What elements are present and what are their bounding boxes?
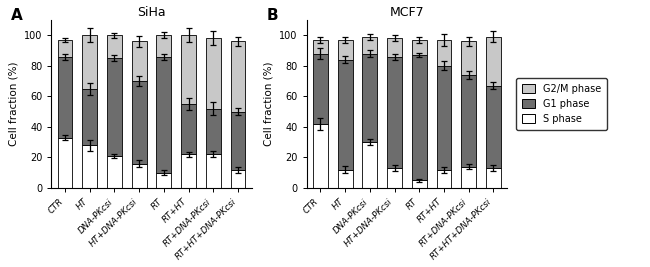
Bar [437, 40, 451, 66]
Bar [231, 112, 246, 170]
Bar [181, 154, 196, 188]
Title: MCF7: MCF7 [389, 6, 424, 19]
Bar [58, 57, 72, 138]
Bar [83, 89, 97, 145]
Bar [338, 170, 352, 188]
Bar [157, 35, 171, 57]
Bar [83, 145, 97, 188]
Bar [412, 55, 426, 180]
Bar [132, 41, 146, 81]
Bar [313, 124, 328, 188]
Bar [313, 40, 328, 54]
Bar [387, 168, 402, 188]
Bar [437, 170, 451, 188]
Bar [462, 75, 476, 167]
Bar [486, 86, 500, 168]
Bar [58, 138, 72, 188]
Legend: G2/M phase, G1 phase, S phase: G2/M phase, G1 phase, S phase [516, 78, 607, 130]
Bar [412, 180, 426, 188]
Bar [206, 38, 220, 109]
Bar [486, 37, 500, 86]
Bar [462, 167, 476, 188]
Bar [107, 58, 122, 156]
Bar [363, 54, 377, 142]
Bar [462, 41, 476, 75]
Bar [132, 164, 146, 188]
Bar [363, 37, 377, 54]
Bar [206, 109, 220, 154]
Bar [132, 81, 146, 164]
Bar [157, 173, 171, 188]
Bar [486, 168, 500, 188]
Bar [231, 170, 246, 188]
Bar [338, 60, 352, 170]
Bar [157, 57, 171, 173]
Bar [181, 35, 196, 104]
Bar [58, 40, 72, 57]
Bar [387, 57, 402, 168]
Bar [437, 66, 451, 170]
Bar [313, 54, 328, 124]
Bar [387, 38, 402, 57]
Text: A: A [11, 8, 23, 23]
Bar [83, 35, 97, 89]
Bar [412, 40, 426, 55]
Title: SiHa: SiHa [137, 6, 166, 19]
Bar [231, 41, 246, 112]
Bar [206, 154, 220, 188]
Y-axis label: Cell fraction (%): Cell fraction (%) [264, 62, 274, 146]
Bar [107, 156, 122, 188]
Bar [338, 40, 352, 60]
Y-axis label: Cell fraction (%): Cell fraction (%) [8, 62, 18, 146]
Bar [181, 104, 196, 154]
Bar [363, 142, 377, 188]
Bar [107, 35, 122, 58]
Text: B: B [266, 8, 278, 23]
